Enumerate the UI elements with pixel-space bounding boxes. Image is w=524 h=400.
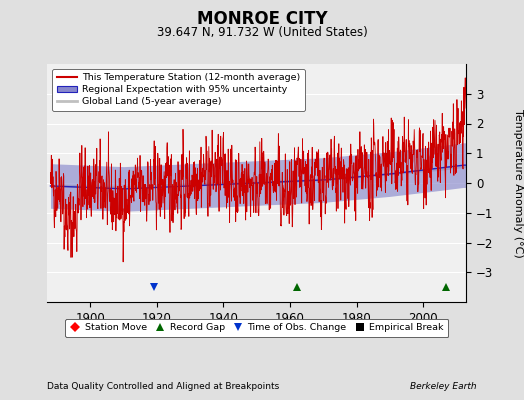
Text: 39.647 N, 91.732 W (United States): 39.647 N, 91.732 W (United States) — [157, 26, 367, 39]
Legend: This Temperature Station (12-month average), Regional Expectation with 95% uncer: This Temperature Station (12-month avera… — [52, 69, 305, 111]
Text: MONROE CITY: MONROE CITY — [196, 10, 328, 28]
Legend: Station Move, Record Gap, Time of Obs. Change, Empirical Break: Station Move, Record Gap, Time of Obs. C… — [65, 319, 449, 337]
Y-axis label: Temperature Anomaly (°C): Temperature Anomaly (°C) — [513, 109, 523, 257]
Text: Berkeley Earth: Berkeley Earth — [410, 382, 477, 391]
Text: Data Quality Controlled and Aligned at Breakpoints: Data Quality Controlled and Aligned at B… — [47, 382, 279, 391]
